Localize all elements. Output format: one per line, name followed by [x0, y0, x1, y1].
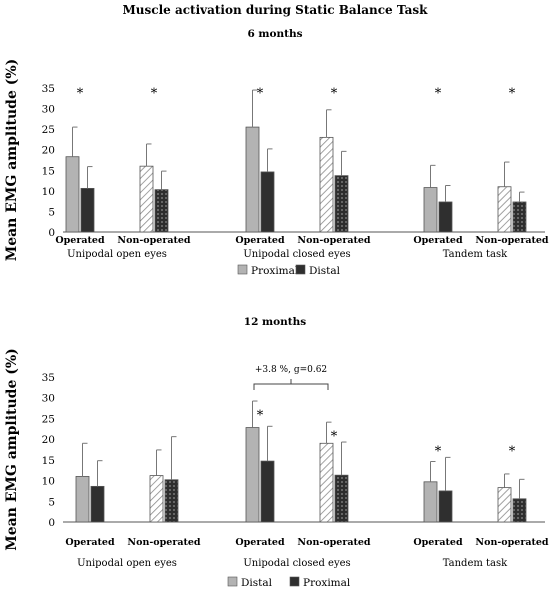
y-tick-label: 15: [42, 165, 55, 177]
x-subcategory-label: Non-operated: [297, 537, 370, 548]
x-subcategory-label: Operated: [413, 537, 463, 548]
bar: [154, 189, 169, 233]
y-tick-label: 5: [48, 496, 55, 508]
bar: [245, 126, 260, 233]
x-subcategory-label: Operated: [235, 537, 285, 548]
y-tick-label: 25: [42, 124, 55, 136]
y-tick-label: 0: [48, 517, 55, 529]
bar: [90, 485, 105, 523]
y-axis-label: Mean EMG amplitude (%): [4, 348, 20, 551]
bar: [80, 187, 95, 233]
legend-swatch: [295, 264, 306, 275]
bar: [512, 201, 527, 233]
y-tick-label: 35: [42, 372, 55, 384]
x-subcategory-label: Non-operated: [117, 235, 190, 246]
x-group-label: Tandem task: [443, 558, 508, 569]
significance-star: *: [435, 86, 442, 101]
bar: [423, 481, 438, 523]
significance-star: *: [435, 445, 442, 460]
significance-star: *: [151, 86, 158, 101]
bar: [260, 460, 275, 523]
panel-title: 12 months: [244, 316, 306, 328]
bar: [438, 201, 453, 233]
legend-swatch: [237, 264, 248, 275]
bar: [245, 427, 260, 523]
bar: [497, 487, 512, 523]
bar: [164, 479, 179, 523]
legend-label: Proximal: [251, 265, 299, 277]
significance-star: *: [331, 429, 338, 444]
x-group-label: Unipodal open eyes: [67, 249, 167, 260]
legend-label: Distal: [241, 577, 273, 589]
bar: [65, 156, 80, 233]
annotation-text: +3.8 %, g=0.62: [255, 365, 327, 375]
panel-title: 6 months: [247, 28, 302, 40]
bar: [260, 171, 275, 233]
bar: [319, 136, 334, 233]
bar: [75, 476, 90, 523]
x-subcategory-label: Non-operated: [475, 235, 548, 246]
bar: [334, 474, 349, 523]
bar: [497, 186, 512, 233]
x-subcategory-label: Operated: [413, 235, 463, 246]
x-subcategory-label: Non-operated: [127, 537, 200, 548]
y-tick-label: 35: [42, 83, 55, 95]
significance-star: *: [257, 408, 264, 423]
bar: [512, 498, 527, 523]
y-tick-label: 15: [42, 455, 55, 467]
significance-star: *: [77, 86, 84, 101]
x-subcategory-label: Operated: [235, 235, 285, 246]
bar: [334, 175, 349, 233]
legend-label: Proximal: [303, 577, 351, 589]
significance-star: *: [331, 86, 338, 101]
y-axis-label: Mean EMG amplitude (%): [4, 59, 20, 262]
bar: [438, 490, 453, 523]
significance-star: *: [509, 445, 516, 460]
bar: [149, 475, 164, 523]
x-group-label: Unipodal closed eyes: [243, 558, 350, 569]
x-subcategory-label: Non-operated: [297, 235, 370, 246]
significance-star: *: [257, 86, 264, 101]
significance-star: *: [509, 86, 516, 101]
y-tick-label: 25: [42, 413, 55, 425]
x-subcategory-label: Non-operated: [475, 537, 548, 548]
y-tick-label: 5: [48, 206, 55, 218]
x-group-label: Unipodal closed eyes: [243, 249, 350, 260]
bar: [139, 165, 154, 233]
x-subcategory-label: Operated: [65, 537, 115, 548]
y-tick-label: 20: [42, 145, 55, 157]
figure-title: Muscle activation during Static Balance …: [123, 3, 429, 17]
y-tick-label: 10: [42, 186, 55, 198]
x-group-label: Unipodal open eyes: [77, 558, 177, 569]
y-tick-label: 30: [42, 393, 55, 405]
y-tick-label: 30: [42, 104, 55, 116]
bar: [423, 187, 438, 233]
legend-swatch: [289, 576, 300, 587]
x-group-label: Tandem task: [443, 249, 508, 260]
bar: [319, 442, 334, 523]
y-tick-label: 20: [42, 434, 55, 446]
y-tick-label: 10: [42, 476, 55, 488]
annotation-bracket: [253, 379, 329, 390]
legend-label: Distal: [309, 265, 341, 277]
x-subcategory-label: Operated: [55, 235, 105, 246]
y-tick-label: 0: [48, 227, 55, 239]
legend-swatch: [227, 576, 238, 587]
